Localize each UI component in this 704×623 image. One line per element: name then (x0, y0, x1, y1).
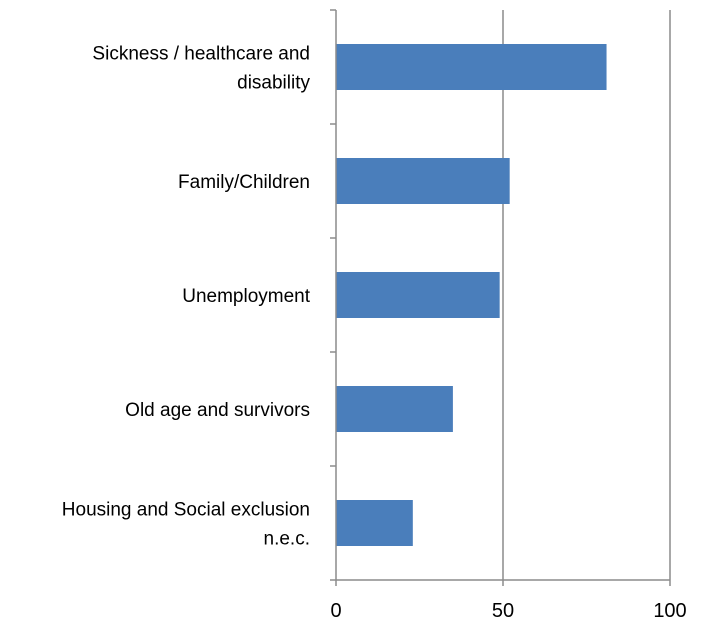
bar (336, 272, 500, 318)
category-label-line: n.e.c. (264, 529, 310, 550)
category-label-line: Housing and Social exclusion (62, 500, 310, 521)
gridlines (502, 10, 671, 580)
category-label: Old age and survivors (125, 400, 310, 421)
category-labels: Sickness / healthcare and disability Famil… (62, 44, 311, 550)
bar (336, 158, 510, 204)
category-label-line: Sickness / healthcare and (92, 44, 310, 65)
category-label: Housing and Social exclusion n.e.c. (62, 500, 310, 550)
x-tick-label: 100 (653, 600, 686, 622)
category-label: Sickness / healthcare and disability (92, 44, 310, 94)
category-label-line: Old age and survivors (125, 400, 310, 421)
axes (330, 9, 671, 586)
bars (336, 44, 607, 546)
category-label: Family/Children (178, 172, 310, 193)
x-tick-label: 50 (492, 600, 514, 622)
bar (336, 500, 413, 546)
bar (336, 386, 453, 432)
category-label-line: disability (237, 73, 310, 94)
category-label-line: Unemployment (182, 286, 310, 307)
category-label-line: Family/Children (178, 172, 310, 193)
x-tick-label: 0 (330, 600, 341, 622)
tick-labels: 0 50 100 (330, 600, 686, 622)
category-label: Unemployment (182, 286, 310, 307)
bar (336, 44, 607, 90)
